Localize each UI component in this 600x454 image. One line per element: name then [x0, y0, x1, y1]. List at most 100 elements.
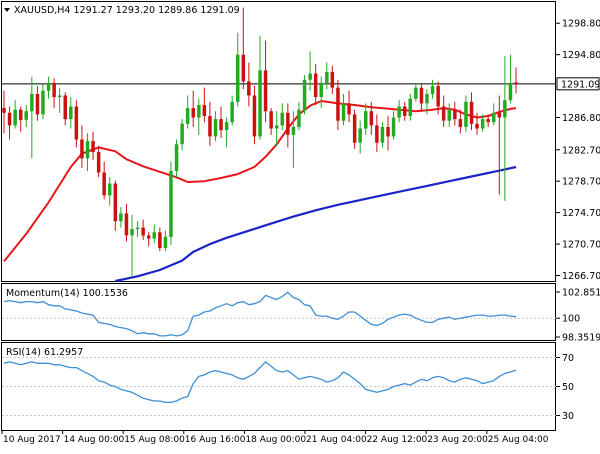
candle-body — [230, 101, 234, 123]
rsi-panel-title: RSI(14) 61.2957 — [6, 347, 83, 358]
candle-body — [85, 141, 90, 159]
candle-body — [30, 94, 34, 112]
candle-body — [158, 232, 162, 248]
candle-body — [341, 103, 346, 121]
candle-body — [352, 114, 357, 143]
candle-body — [508, 82, 513, 101]
momentum-tick-label: 102.8516 — [562, 288, 600, 299]
candle-body — [269, 111, 273, 129]
candle-body — [414, 87, 418, 99]
candle-body — [291, 127, 296, 135]
candle-body — [74, 106, 79, 140]
candle-body — [358, 128, 362, 143]
candle-body — [408, 98, 412, 116]
candle-body — [258, 70, 262, 137]
time-axis-label: 15 Aug 08:00 — [124, 435, 185, 445]
candle-body — [63, 95, 67, 120]
candle-body — [325, 71, 329, 83]
candle-body — [503, 100, 507, 118]
time-axis-label: 21 Aug 04:00 — [306, 435, 367, 445]
candle-body — [497, 112, 502, 118]
candle-body — [441, 106, 446, 121]
candle-body — [46, 82, 51, 91]
candle-body — [280, 112, 284, 126]
candle-body — [247, 81, 251, 96]
candle-body — [236, 54, 240, 102]
candle-body — [252, 95, 257, 137]
candles — [2, 7, 518, 277]
candle-body — [80, 139, 84, 159]
candle-body — [19, 109, 23, 120]
candle-body — [108, 183, 112, 196]
candle-body — [213, 119, 218, 137]
sma-slow-line — [115, 165, 517, 283]
time-axis-label: 14 Aug 00:00 — [64, 435, 125, 445]
candle-body — [419, 87, 424, 104]
candle-body — [386, 127, 390, 137]
candle-body — [319, 82, 323, 97]
candle-body — [113, 183, 118, 222]
momentum-line — [3, 291, 517, 337]
candle-body — [275, 125, 279, 129]
price-tick-label: 1270.70 — [562, 240, 600, 251]
candle-body — [241, 54, 246, 82]
candle-body — [52, 82, 56, 97]
candle-body — [514, 82, 518, 84]
candle-body — [69, 106, 73, 120]
time-axis-label: 22 Aug 12:00 — [367, 435, 428, 445]
time-axis-label: 23 Aug 20:00 — [427, 435, 488, 445]
time-axis-label: 10 Aug 2017 — [3, 435, 61, 445]
candle-body — [141, 227, 145, 236]
candle-body — [469, 101, 474, 124]
momentum-tick-label: 98.3519 — [562, 333, 600, 344]
candle-body — [369, 111, 374, 126]
candle-body — [313, 73, 318, 98]
candle-body — [397, 106, 401, 118]
candle-body — [119, 213, 123, 222]
candle-body — [302, 79, 307, 110]
candle-body — [91, 141, 95, 153]
candle-body — [13, 109, 17, 126]
candle-body — [347, 103, 351, 115]
candle-body — [124, 213, 129, 236]
rsi-tick-label: 70 — [562, 353, 574, 364]
candle-body — [180, 123, 184, 145]
candle-body — [7, 112, 12, 126]
candle-body — [297, 109, 301, 127]
candle-body — [135, 227, 140, 230]
candle-body — [286, 112, 290, 135]
candle-body — [403, 106, 407, 116]
candle-body — [208, 116, 212, 137]
rsi-line — [3, 361, 517, 404]
time-axis-label: 18 Aug 00:00 — [245, 435, 306, 445]
candle-body — [380, 127, 385, 143]
candle-body — [219, 119, 223, 131]
candle-body — [163, 237, 168, 248]
candle-body — [447, 109, 451, 121]
candle-body — [430, 86, 435, 94]
candle-body — [202, 105, 207, 116]
candle-body — [475, 123, 479, 129]
candle-body — [486, 119, 490, 123]
candle-body — [35, 94, 40, 115]
candle-body — [425, 94, 429, 104]
price-tick-label: 1286.80 — [562, 113, 600, 124]
candle-body — [480, 119, 485, 129]
price-label: 1291.09 — [561, 79, 600, 90]
candle-body — [169, 171, 173, 237]
candle-body — [464, 101, 468, 127]
candle-body — [458, 119, 463, 127]
price-tick-label: 1282.70 — [562, 145, 600, 156]
candle-body — [2, 108, 6, 113]
candle-body — [391, 117, 396, 137]
candle-body — [436, 86, 440, 107]
candle-body — [308, 73, 312, 80]
momentum-tick-label: 100 — [562, 314, 580, 325]
candle-body — [364, 111, 368, 129]
candle-body — [224, 122, 229, 131]
candle-body — [191, 108, 195, 118]
candle-body — [130, 229, 134, 236]
price-label-box — [556, 77, 600, 91]
